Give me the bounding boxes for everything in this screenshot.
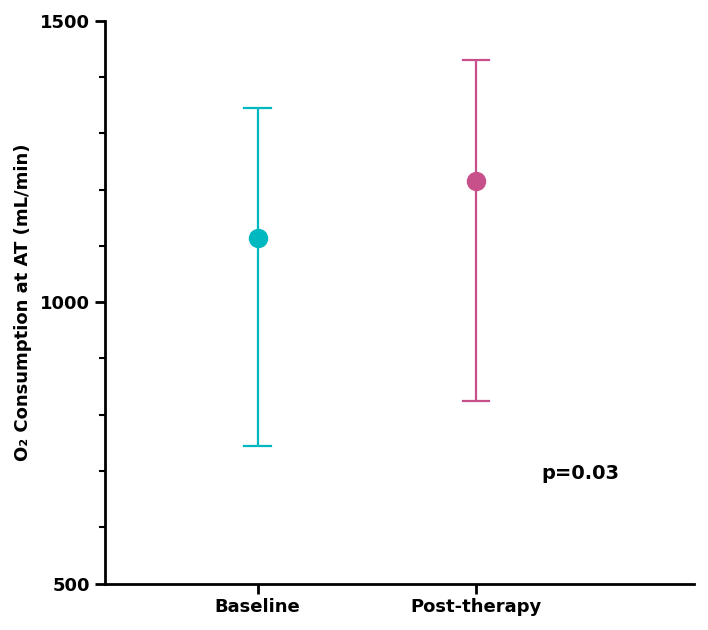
- Text: p=0.03: p=0.03: [542, 464, 620, 483]
- Y-axis label: O₂ Consumption at AT (mL/min): O₂ Consumption at AT (mL/min): [14, 144, 32, 461]
